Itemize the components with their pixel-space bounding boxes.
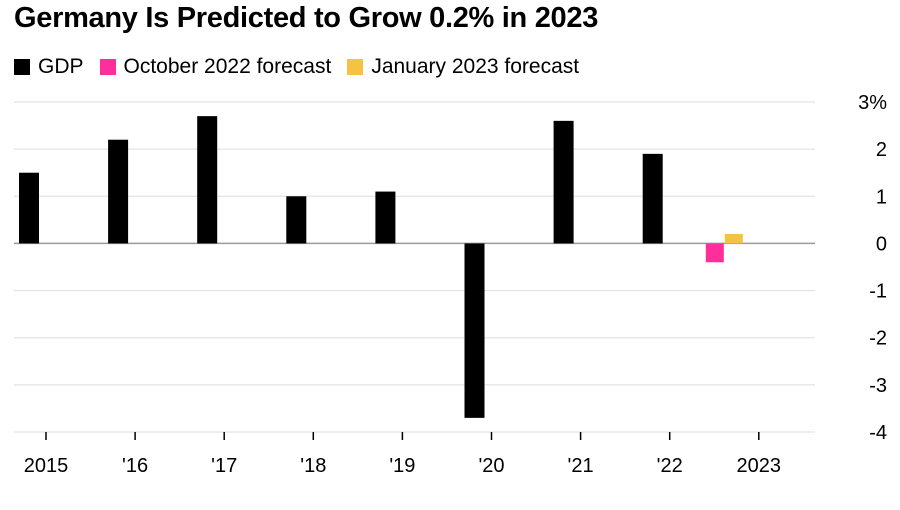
x-tick-label: '17 — [211, 455, 237, 477]
y-tick-label: 2 — [876, 139, 887, 161]
legend-label-gdp: GDP — [38, 55, 84, 78]
bar-gdp-20 — [464, 243, 485, 418]
x-tick-label: '19 — [389, 455, 415, 477]
legend-item-january-forecast: January 2023 forecast — [347, 55, 579, 79]
y-tick-label: 0 — [876, 233, 887, 255]
y-tick-label: 3% — [858, 92, 887, 114]
y-tick-label: -4 — [869, 422, 887, 444]
y-tick-label: -2 — [869, 328, 887, 350]
y-tick-label: -1 — [869, 281, 887, 303]
legend-label-january-forecast: January 2023 forecast — [371, 55, 580, 78]
x-tick-label: '18 — [300, 455, 326, 477]
bar-gdp-22 — [642, 153, 663, 244]
x-tick-label: 2015 — [24, 455, 69, 477]
legend-swatch-gdp — [14, 59, 30, 75]
bar-october-2022-forecast-2023 — [705, 243, 724, 263]
y-tick-label: -3 — [869, 375, 887, 397]
bar-january-2023-forecast-2023 — [724, 234, 743, 244]
x-tick-label: '16 — [122, 455, 148, 477]
legend-item-gdp: GDP — [14, 55, 84, 79]
bar-gdp-18 — [286, 196, 307, 244]
x-tick-label: '20 — [478, 455, 504, 477]
bar-gdp-21 — [553, 120, 574, 244]
bar-gdp-16 — [108, 139, 129, 244]
y-tick-label: 1 — [876, 186, 887, 208]
legend-swatch-january-forecast — [347, 59, 364, 75]
bar-gdp-19 — [375, 191, 396, 244]
x-tick-label: '22 — [657, 455, 683, 477]
legend: GDP October 2022 forecast January 2023 f… — [14, 55, 579, 79]
bar-gdp-2015 — [19, 172, 39, 244]
legend-swatch-october-forecast — [99, 59, 116, 75]
legend-item-october-forecast: October 2022 forecast — [99, 55, 332, 79]
chart-title: Germany Is Predicted to Grow 0.2% in 202… — [14, 2, 599, 34]
x-tick-label: 2023 — [737, 455, 782, 477]
x-tick-label: '21 — [568, 455, 594, 477]
bar-gdp-17 — [197, 116, 218, 244]
legend-label-october-forecast: October 2022 forecast — [123, 55, 332, 78]
